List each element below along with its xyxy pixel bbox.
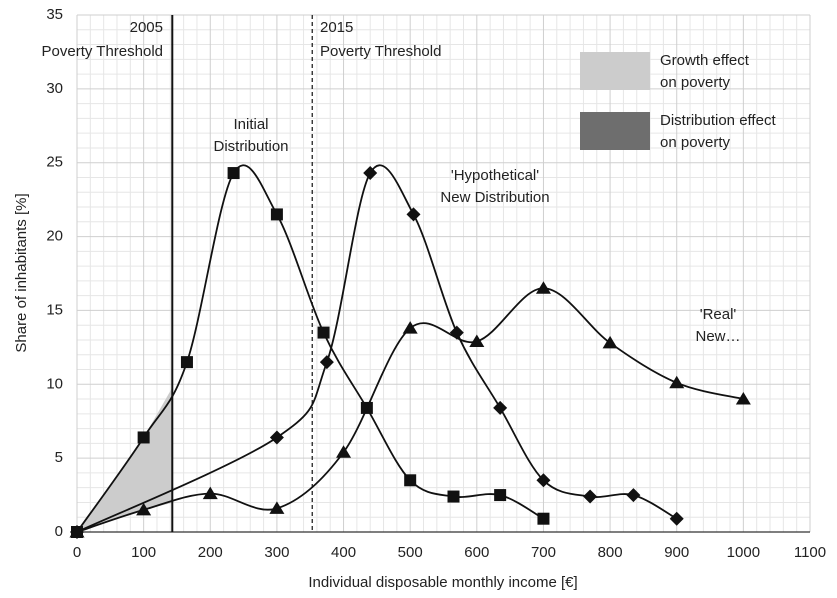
x-tick-label: 400 <box>331 544 356 561</box>
marker <box>136 502 152 516</box>
x-tick-label: 800 <box>598 544 623 561</box>
y-tick-label: 25 <box>46 154 63 171</box>
y-tick-label: 10 <box>46 375 63 392</box>
y-tick-label: 30 <box>46 80 63 97</box>
series-label: 'Real' <box>700 306 737 323</box>
marker <box>536 473 551 488</box>
marker <box>269 430 284 445</box>
marker <box>583 489 598 504</box>
marker <box>69 525 85 538</box>
x-tick-label: 900 <box>664 544 689 561</box>
threshold-label: 2015 <box>320 19 353 36</box>
growth-effect-area <box>77 387 173 532</box>
marker <box>469 334 485 347</box>
x-tick-label: 100 <box>131 544 156 561</box>
marker <box>269 501 285 514</box>
x-tick-label: 1100 <box>794 544 826 561</box>
marker <box>319 355 334 370</box>
marker <box>669 511 684 526</box>
marker <box>494 489 507 502</box>
marker <box>669 375 685 389</box>
x-tick-label: 200 <box>198 544 223 561</box>
x-tick-label: 0 <box>73 544 81 561</box>
series-label: New… <box>695 328 740 345</box>
legend-label: on poverty <box>660 134 731 151</box>
series-label: Initial <box>233 116 268 133</box>
y-tick-label: 35 <box>46 6 63 23</box>
marker <box>735 392 751 405</box>
threshold-label: Poverty Threshold <box>42 43 163 60</box>
marker <box>404 474 417 487</box>
x-tick-label: 700 <box>531 544 556 561</box>
legend-label: Growth effect <box>660 52 750 69</box>
y-tick-label: 20 <box>46 228 63 245</box>
y-axis-title: Share of inhabitants [%] <box>13 193 30 352</box>
legend-swatch <box>580 112 650 150</box>
marker <box>402 321 418 334</box>
y-tick-label: 15 <box>46 301 63 318</box>
legend-swatch <box>580 52 650 90</box>
marker <box>137 431 150 444</box>
marker <box>447 490 460 503</box>
x-tick-label: 500 <box>398 544 423 561</box>
legend-label: on poverty <box>660 74 731 91</box>
y-tick-label: 0 <box>55 523 63 540</box>
legend-label: Distribution effect <box>660 112 776 129</box>
marker <box>406 207 421 222</box>
marker <box>227 167 240 180</box>
marker <box>363 166 378 181</box>
x-tick-label: 300 <box>264 544 289 561</box>
threshold-label: 2005 <box>130 19 163 36</box>
series-label: New Distribution <box>440 189 549 206</box>
series-label: Distribution <box>213 138 288 155</box>
marker <box>537 512 550 525</box>
marker <box>180 356 193 369</box>
marker <box>202 486 218 500</box>
marker <box>270 208 283 221</box>
marker <box>493 400 508 415</box>
marker <box>317 326 330 339</box>
marker <box>602 335 618 349</box>
y-tick-label: 5 <box>55 449 63 466</box>
x-tick-label: 1000 <box>727 544 760 561</box>
series-label: 'Hypothetical' <box>451 167 539 184</box>
marker <box>535 281 551 294</box>
marker <box>336 445 352 458</box>
marker <box>626 488 641 503</box>
x-tick-label: 600 <box>464 544 489 561</box>
x-axis-title: Individual disposable monthly income [€] <box>308 574 577 591</box>
threshold-label: Poverty Threshold <box>320 43 441 60</box>
